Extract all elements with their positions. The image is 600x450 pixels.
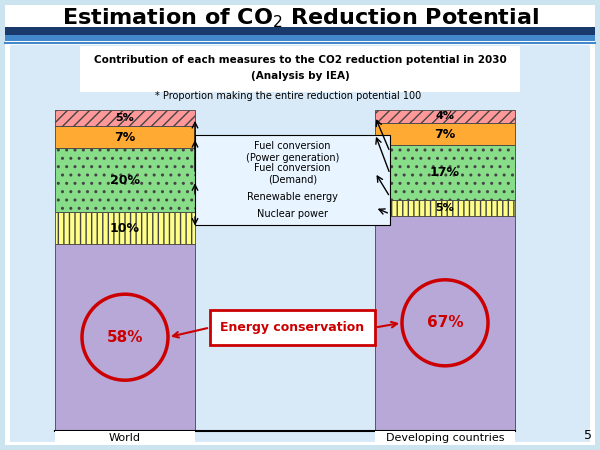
Text: 17%: 17% — [430, 166, 460, 179]
Bar — [375, 110, 515, 123]
Text: (Analysis by IEA): (Analysis by IEA) — [251, 71, 349, 81]
Bar — [210, 310, 375, 345]
Bar — [375, 200, 515, 216]
Text: Contribution of each measures to the CO2 reduction potential in 2030: Contribution of each measures to the CO2… — [94, 55, 506, 65]
Text: World: World — [109, 433, 141, 443]
Text: 5%: 5% — [116, 113, 134, 123]
Text: 67%: 67% — [427, 315, 463, 330]
Text: 4%: 4% — [436, 112, 455, 122]
Text: Fuel conversion
(Demand): Fuel conversion (Demand) — [254, 163, 331, 185]
Bar — [10, 45, 590, 442]
Bar — [5, 35, 595, 41]
Bar — [195, 135, 390, 225]
Text: 20%: 20% — [110, 174, 140, 187]
Bar — [55, 126, 195, 148]
Text: 10%: 10% — [110, 222, 140, 235]
Bar — [5, 27, 595, 35]
Bar — [375, 145, 515, 200]
Text: Fuel conversion
(Power generation): Fuel conversion (Power generation) — [246, 141, 339, 163]
Text: 58%: 58% — [107, 330, 143, 345]
Text: 5%: 5% — [436, 202, 454, 212]
Bar — [80, 46, 520, 92]
Text: Renewable energy: Renewable energy — [247, 192, 338, 202]
Text: Energy conservation: Energy conservation — [220, 321, 365, 334]
Bar — [55, 110, 195, 126]
Text: Developing countries: Developing countries — [386, 433, 504, 443]
Bar — [55, 431, 195, 445]
Bar — [55, 244, 195, 430]
Bar — [375, 216, 515, 430]
Bar — [375, 123, 515, 145]
Text: * Proportion making the entire reduction potential 100: * Proportion making the entire reduction… — [155, 91, 421, 101]
Text: 7%: 7% — [115, 130, 136, 144]
Bar — [55, 212, 195, 244]
Text: Nuclear power: Nuclear power — [257, 209, 328, 219]
Bar — [375, 431, 515, 445]
Text: 7%: 7% — [434, 127, 455, 140]
Text: 5: 5 — [584, 429, 592, 442]
Text: Estimation of CO$_2$ Reduction Potential: Estimation of CO$_2$ Reduction Potential — [62, 6, 538, 30]
Bar — [55, 148, 195, 212]
